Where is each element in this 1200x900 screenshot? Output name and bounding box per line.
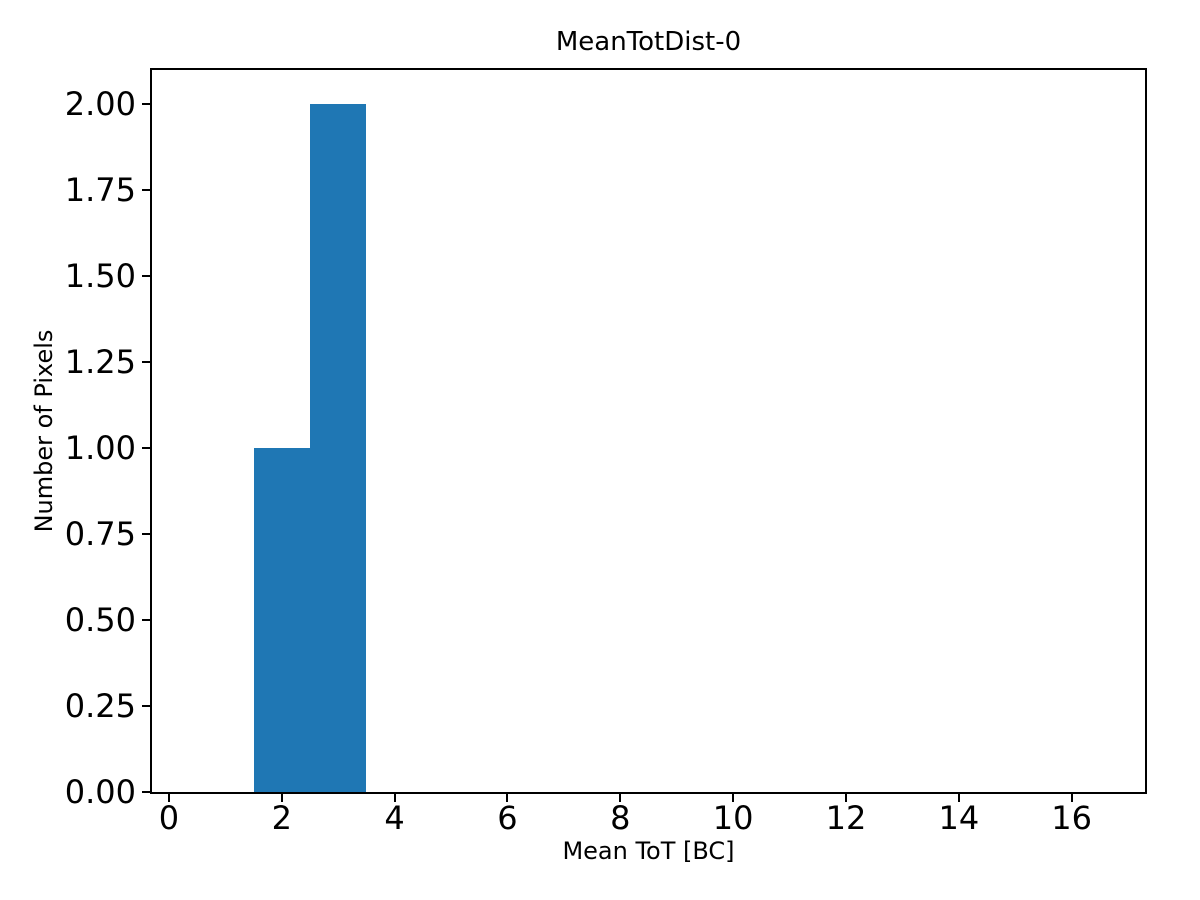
- x-tick-mark: [393, 794, 396, 802]
- x-tick-label: 12: [825, 799, 867, 837]
- histogram-bar: [309, 104, 367, 792]
- chart-title: MeanTotDist-0: [555, 27, 742, 57]
- y-tick-mark: [142, 791, 150, 793]
- y-tick-mark: [142, 361, 150, 364]
- y-tick-label: 1.00: [64, 429, 136, 468]
- y-tick-mark: [142, 103, 150, 106]
- y-tick-label: 1.25: [64, 343, 136, 382]
- y-tick-label: 0.00: [64, 773, 136, 811]
- x-tick-label: 16: [1051, 799, 1092, 837]
- y-tick-label: 0.25: [64, 687, 136, 726]
- y-tick-mark: [142, 447, 150, 450]
- x-tick-label: 14: [938, 799, 980, 837]
- y-tick-mark: [142, 705, 150, 708]
- x-tick-mark: [844, 794, 847, 802]
- x-tick-mark: [732, 794, 735, 802]
- x-tick-label: 10: [712, 799, 754, 837]
- y-tick-label: 1.50: [64, 257, 136, 296]
- histogram-bar: [253, 448, 310, 792]
- y-axis-label: Number of Pixels: [29, 329, 58, 533]
- x-tick-label: 4: [384, 799, 405, 837]
- x-tick-mark: [619, 794, 622, 802]
- x-tick-mark: [1070, 794, 1073, 802]
- y-tick-mark: [142, 275, 150, 278]
- x-tick-label: 8: [610, 799, 631, 837]
- x-tick-label: 2: [271, 799, 292, 837]
- x-axis-label: Mean ToT [BC]: [562, 837, 735, 865]
- y-tick-mark: [142, 189, 150, 192]
- y-tick-label: 0.75: [64, 515, 136, 554]
- x-tick-label: 0: [158, 799, 180, 837]
- y-tick-label: 1.75: [64, 171, 136, 210]
- plot-area: 0 2 4 6 8 10 12 14 16 0.00 0.25 0.50 0.75 1.00 1.25 1.5…: [65, 68, 1147, 834]
- y-tick-label: 0.50: [64, 601, 136, 640]
- x-tick-mark: [957, 794, 960, 802]
- x-tick-mark: [167, 794, 170, 802]
- x-tick-label: 6: [497, 799, 518, 837]
- x-tick-mark: [506, 794, 509, 802]
- x-tick-mark: [280, 794, 283, 802]
- y-tick-mark: [142, 619, 150, 622]
- y-tick-label: 2.00: [64, 85, 136, 124]
- y-tick-mark: [142, 533, 150, 536]
